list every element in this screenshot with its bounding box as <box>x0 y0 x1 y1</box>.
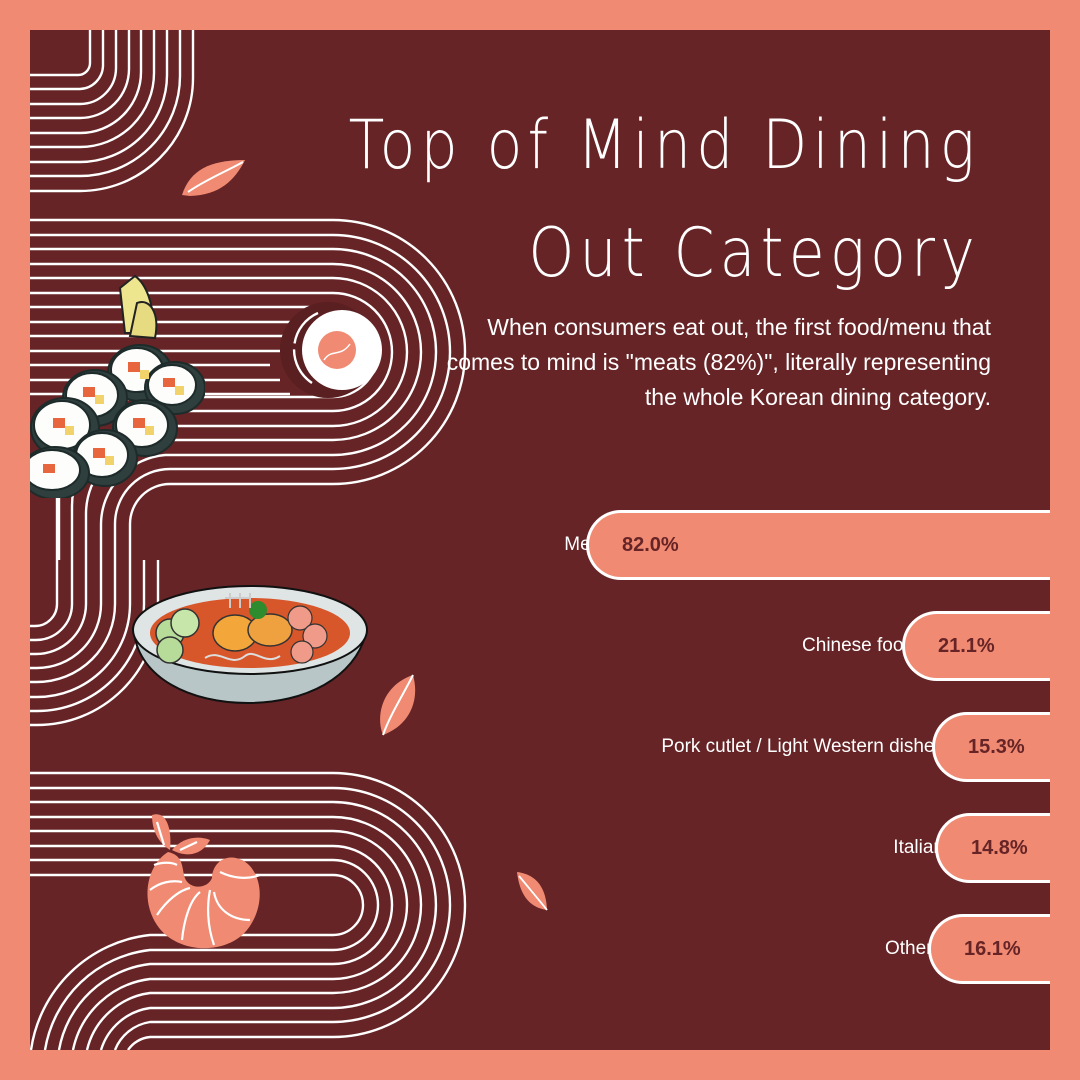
middle-bends <box>30 560 160 727</box>
subtitle: When consumers eat out, the first food/m… <box>446 314 991 410</box>
sushi-roll-icon <box>280 302 382 398</box>
bar-meats: 82.0% <box>586 510 1050 580</box>
bar-pork-cutlet: 15.3% <box>932 712 1050 782</box>
kimbap-icon <box>30 274 205 498</box>
bar-italian: 14.8% <box>935 813 1050 883</box>
leaf-icon <box>380 674 416 736</box>
title-line-1: Top of Mind Dining <box>348 106 980 185</box>
page-title: Top of Mind Dining Out Category <box>326 92 980 308</box>
bar-label: Chinese food <box>802 635 914 656</box>
noodle-soup-bowl-icon <box>132 585 368 705</box>
top-corner-arcs <box>30 30 195 193</box>
bar-value: 82.0% <box>622 534 679 556</box>
lower-serpentine <box>30 771 467 1050</box>
bar-others: 16.1% <box>928 914 1050 984</box>
bar-label: Pork cutlet / Light Western dishes <box>661 736 944 757</box>
title-line-2: Out Category <box>528 214 980 293</box>
bar-label: Others <box>884 938 942 959</box>
infographic-panel: Top of Mind Dining Out Category When con… <box>30 30 1050 1050</box>
bar-label: Italian <box>893 837 944 858</box>
bar-value: 21.1% <box>938 635 995 657</box>
bar-row-chinese-food: Chinese food 21.1% <box>30 611 1050 681</box>
bar-row-meats: Meats 82.0% <box>30 510 1050 580</box>
bar-value: 15.3% <box>968 736 1025 758</box>
bar-value: 16.1% <box>964 938 1021 960</box>
bar-row-italian: Italian 14.8% <box>30 813 1050 883</box>
leaf-icon <box>182 160 245 196</box>
bar-row-others: Others 16.1% <box>30 914 1050 984</box>
right-frame-border <box>1050 0 1080 1080</box>
shrimp-icon <box>147 814 261 949</box>
bar-row-pork-cutlet: Pork cutlet / Light Western dishes 15.3% <box>30 712 1050 782</box>
leaf-icon <box>517 872 548 911</box>
bar-value: 14.8% <box>971 837 1028 859</box>
bar-chinese-food: 21.1% <box>902 611 1050 681</box>
